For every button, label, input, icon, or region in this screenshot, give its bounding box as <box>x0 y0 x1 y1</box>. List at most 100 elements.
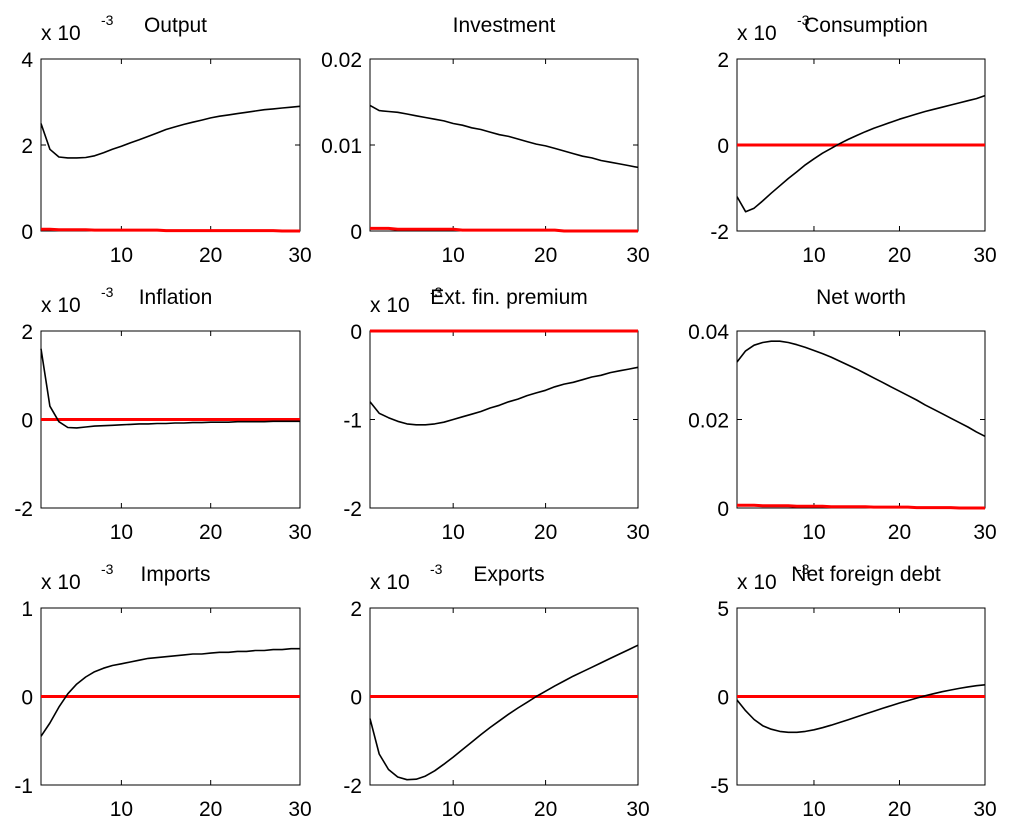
y-tick-label: 0 <box>717 498 729 521</box>
y-tick-label: -2 <box>343 775 362 798</box>
panel-9: Net foreign debt x 10 -3 -5 0 5 10 20 30 <box>710 561 996 821</box>
x-tick-label: 10 <box>802 244 825 267</box>
panel-title: Output <box>144 14 207 37</box>
x-tick-label: 10 <box>441 521 464 544</box>
panel-title: Exports <box>473 563 544 586</box>
x-tick-label: 20 <box>199 798 222 821</box>
x-tick-label: 30 <box>288 798 311 821</box>
exponent-power: -3 <box>797 12 810 28</box>
exponent-power: -3 <box>101 561 114 577</box>
panel-title: Ext. fin. premium <box>430 286 588 309</box>
y-tick-label: -2 <box>343 498 362 521</box>
y-tick-label: 4 <box>21 49 33 72</box>
y-tick-label: 0.04 <box>688 321 729 344</box>
x-tick-label: 10 <box>110 244 133 267</box>
y-tick-label: 0.02 <box>321 49 362 72</box>
y-tick-label: 0.01 <box>321 135 362 158</box>
response-series-line <box>736 94 986 213</box>
x-tick-label: 20 <box>199 244 222 267</box>
panel-title: Consumption <box>804 14 928 37</box>
y-tick-label: 0 <box>717 687 729 710</box>
y-tick-label: -2 <box>14 498 33 521</box>
response-series-line <box>369 104 639 169</box>
baseline-series-line <box>737 503 985 510</box>
axes-box <box>369 330 639 509</box>
x-tick-label: 30 <box>626 244 649 267</box>
y-tick-label: 1 <box>21 598 33 621</box>
panel-title: Net worth <box>816 286 906 309</box>
panel-title: Inflation <box>139 286 213 309</box>
x-tick-label: 30 <box>973 244 996 267</box>
exponent-power: -3 <box>430 561 443 577</box>
x-tick-label: 30 <box>626 521 649 544</box>
y-tick-label: 0 <box>21 221 33 244</box>
x-tick-label: 10 <box>110 798 133 821</box>
x-tick-label: 30 <box>626 798 649 821</box>
exponent-power: -3 <box>797 561 810 577</box>
axes-box <box>369 58 639 232</box>
x-tick-label: 30 <box>973 521 996 544</box>
y-tick-label: 0 <box>21 410 33 433</box>
panel-2: Investment 0 0.01 0.02 10 20 30 <box>321 14 650 267</box>
x-tick-label: 20 <box>888 244 911 267</box>
y-tick-label: 0 <box>350 221 362 244</box>
panel-title: Imports <box>140 563 210 586</box>
panel-7: Imports x 10 -3 -1 0 1 10 20 30 <box>14 561 311 821</box>
y-tick-label: 2 <box>717 49 729 72</box>
y-tick-label: -1 <box>14 775 33 798</box>
panel-1: Output x 10 -3 0 2 4 10 20 30 <box>21 12 311 267</box>
y-tick-label: 0 <box>21 687 33 710</box>
axes-box <box>736 330 986 509</box>
exponent-base: x 10 <box>370 294 410 317</box>
exponent-base: x 10 <box>370 571 410 594</box>
response-series-line <box>40 647 300 737</box>
x-tick-label: 20 <box>534 244 557 267</box>
x-tick-label: 30 <box>288 244 311 267</box>
exponent-base: x 10 <box>41 571 81 594</box>
exponent-power: -3 <box>101 284 114 300</box>
exponent-base: x 10 <box>41 294 81 317</box>
x-tick-label: 30 <box>288 521 311 544</box>
x-tick-label: 20 <box>534 798 557 821</box>
x-tick-label: 20 <box>534 521 557 544</box>
x-tick-label: 10 <box>110 521 133 544</box>
panel-6: Net worth 0 0.02 0.04 10 20 30 <box>688 286 997 544</box>
exponent-base: x 10 <box>737 571 777 594</box>
x-tick-label: 10 <box>441 798 464 821</box>
panel-8: Exports x 10 -3 -2 0 2 10 20 30 <box>343 561 649 821</box>
y-tick-label: 5 <box>717 598 729 621</box>
exponent-power: -3 <box>101 12 114 28</box>
y-tick-label: -5 <box>710 775 729 798</box>
x-tick-label: 10 <box>802 521 825 544</box>
x-tick-label: 20 <box>199 521 222 544</box>
exponent-power: -3 <box>430 284 443 300</box>
y-tick-label: -1 <box>343 410 362 433</box>
baseline-series-line <box>41 227 300 233</box>
y-tick-label: 2 <box>350 598 362 621</box>
x-tick-label: 30 <box>973 798 996 821</box>
panel-title: Net foreign debt <box>791 563 941 586</box>
x-tick-label: 10 <box>441 244 464 267</box>
panel-5: Ext. fin. premium x 10 -3 -2 -1 0 10 20 30 <box>343 284 649 544</box>
y-tick-label: 2 <box>21 135 33 158</box>
response-series-line <box>369 366 639 426</box>
axes-box <box>40 58 301 232</box>
exponent-base: x 10 <box>41 22 81 45</box>
y-tick-label: 0.02 <box>688 410 729 433</box>
y-tick-label: -2 <box>710 221 729 244</box>
y-tick-label: 0 <box>350 321 362 344</box>
y-tick-label: 0 <box>717 135 729 158</box>
x-tick-label: 10 <box>802 798 825 821</box>
response-series-line <box>40 105 301 159</box>
panel-title: Investment <box>453 14 556 37</box>
panel-4: Inflation x 10 -3 -2 0 2 10 20 30 <box>14 284 311 544</box>
panel-3: Consumption x 10 -3 -2 0 2 10 20 30 <box>710 12 996 267</box>
x-tick-label: 20 <box>888 798 911 821</box>
response-series-line <box>369 644 639 781</box>
x-tick-label: 20 <box>888 521 911 544</box>
baseline-series-line <box>370 226 638 233</box>
y-tick-label: 2 <box>21 321 33 344</box>
y-tick-label: 0 <box>350 687 362 710</box>
response-series-line <box>736 340 986 438</box>
